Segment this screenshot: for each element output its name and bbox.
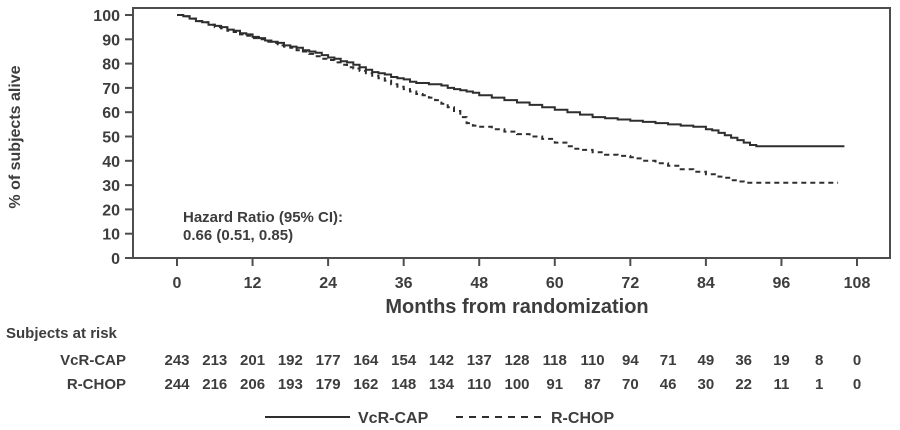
at-risk-count: 87 bbox=[584, 376, 601, 393]
at-risk-count: 193 bbox=[278, 376, 303, 393]
survival-curves bbox=[177, 14, 845, 184]
at-risk-count: 142 bbox=[429, 352, 454, 369]
at-risk-count: 164 bbox=[353, 352, 379, 369]
at-risk-count: 177 bbox=[316, 352, 341, 369]
at-risk-count: 36 bbox=[735, 352, 752, 369]
y-tick-label: 30 bbox=[102, 178, 120, 195]
x-tick-label: 12 bbox=[244, 275, 262, 292]
r-chop-curve bbox=[177, 14, 839, 184]
x-tick-label: 0 bbox=[173, 275, 182, 292]
x-tick-label: 48 bbox=[470, 275, 488, 292]
at-risk-count: 192 bbox=[278, 352, 303, 369]
at-risk-count: 70 bbox=[622, 376, 639, 393]
x-tick-label: 36 bbox=[395, 275, 413, 292]
at-risk-count: 46 bbox=[660, 376, 677, 393]
at-risk-count: 91 bbox=[546, 376, 563, 393]
y-tick-label: 50 bbox=[102, 130, 120, 147]
y-tick-label: 100 bbox=[93, 8, 120, 25]
at-risk-count: 100 bbox=[504, 376, 529, 393]
y-tick-label: 90 bbox=[102, 32, 120, 49]
x-axis-title: Months from randomization bbox=[385, 296, 648, 318]
at-risk-count: 216 bbox=[202, 376, 227, 393]
at-risk-count: 213 bbox=[202, 352, 227, 369]
at-risk-count: 94 bbox=[622, 352, 639, 369]
at-risk-count: 243 bbox=[164, 352, 189, 369]
hazard-ratio-annotation-line1: Hazard Ratio (95% CI): bbox=[183, 209, 343, 226]
at-risk-count: 0 bbox=[853, 352, 861, 369]
at-risk-count: 179 bbox=[316, 376, 341, 393]
at-risk-count: 118 bbox=[543, 352, 567, 369]
x-tick-label: 60 bbox=[546, 275, 564, 292]
legend-label-rchop: R-CHOP bbox=[551, 410, 614, 427]
at-risk-count: 148 bbox=[391, 376, 416, 393]
at-risk-count: 162 bbox=[353, 376, 378, 393]
hazard-ratio-annotation-line2: 0.66 (0.51, 0.85) bbox=[183, 227, 293, 244]
x-tick-label: 24 bbox=[319, 275, 337, 292]
at-risk-count: 0 bbox=[853, 376, 861, 393]
at-risk-row-label-rchop: R-CHOP bbox=[67, 376, 126, 393]
at-risk-count: 110 bbox=[580, 352, 604, 369]
at-risk-count: 134 bbox=[429, 376, 455, 393]
vcr-cap-curve bbox=[177, 14, 845, 148]
at-risk-row-label-vcrcap: VcR-CAP bbox=[60, 352, 126, 369]
at-risk-count: 110 bbox=[467, 376, 491, 393]
at-risk-count: 22 bbox=[735, 376, 752, 393]
at-risk-count: 49 bbox=[698, 352, 715, 369]
y-tick-label: 10 bbox=[102, 227, 120, 244]
y-tick-label: 0 bbox=[111, 251, 120, 268]
at-risk-count: 201 bbox=[240, 352, 265, 369]
x-tick-label: 96 bbox=[773, 275, 791, 292]
x-tick-label: 84 bbox=[697, 275, 715, 292]
legend-label-vcrcap: VcR-CAP bbox=[358, 410, 429, 427]
at-risk-count: 206 bbox=[240, 376, 265, 393]
y-tick-label: 70 bbox=[102, 81, 120, 98]
x-tick-label: 72 bbox=[621, 275, 639, 292]
y-tick-label: 80 bbox=[102, 57, 120, 74]
at-risk-count: 154 bbox=[391, 352, 417, 369]
at-risk-count: 19 bbox=[773, 352, 790, 369]
x-axis: 0 12 24 36 48 60 72 84 96 108 bbox=[173, 258, 871, 292]
y-tick-label: 20 bbox=[102, 202, 120, 219]
y-tick-label: 40 bbox=[102, 154, 120, 171]
at-risk-header: Subjects at risk bbox=[6, 325, 118, 342]
at-risk-count: 137 bbox=[467, 352, 492, 369]
at-risk-count: 8 bbox=[815, 352, 823, 369]
at-risk-count: 1 bbox=[815, 376, 823, 393]
plot-area bbox=[132, 7, 891, 259]
at-risk-count: 128 bbox=[504, 352, 529, 369]
y-axis-title: % of subjects alive bbox=[7, 65, 24, 208]
at-risk-count: 244 bbox=[164, 376, 190, 393]
at-risk-count: 11 bbox=[774, 376, 790, 393]
at-risk-count: 30 bbox=[698, 376, 715, 393]
at-risk-counts: 243 213 201 192 177 164 154 142 137 128 118 110 94 71… bbox=[164, 352, 861, 393]
at-risk-count: 71 bbox=[660, 352, 677, 369]
y-tick-label: 60 bbox=[102, 105, 120, 122]
y-axis: 0 10 20 30 40 50 60 70 80 90 100 bbox=[93, 8, 133, 268]
x-tick-label: 108 bbox=[844, 275, 871, 292]
